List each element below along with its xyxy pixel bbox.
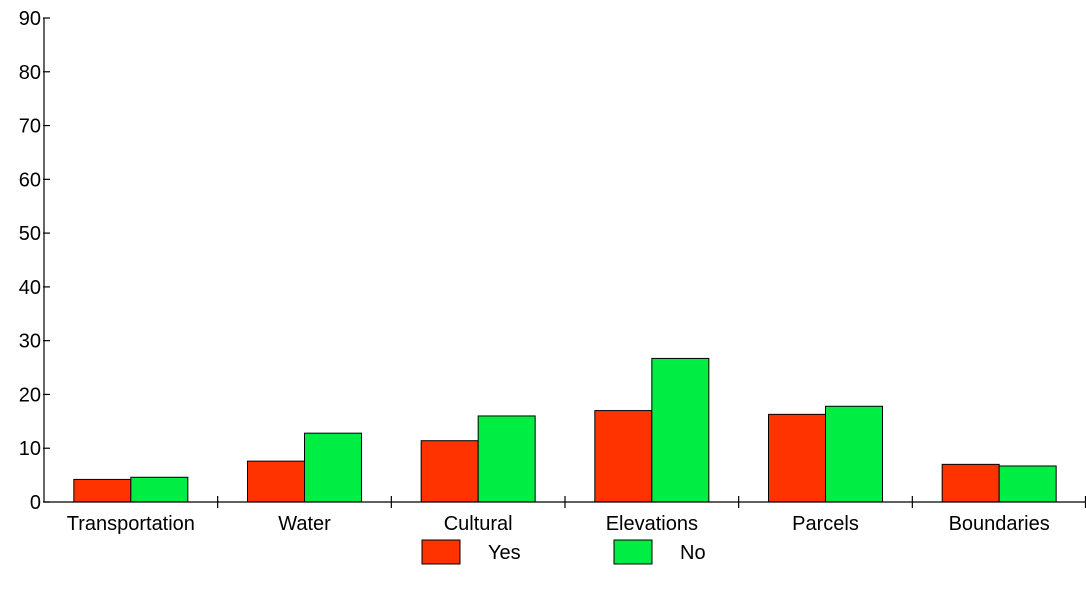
y-tick-label: 70: [19, 116, 41, 138]
legend-label-yes: Yes: [488, 542, 521, 564]
y-tick-label: 90: [19, 8, 41, 30]
legend-swatch-yes: [421, 539, 461, 565]
bars-layer: [73, 357, 1057, 503]
bar-yes-transportation: [73, 478, 132, 503]
y-tick-label: 50: [19, 223, 41, 245]
y-tick-label: 10: [19, 438, 41, 460]
y-tick-label: 60: [19, 169, 41, 191]
x-tick-label: Transportation: [67, 513, 195, 535]
x-tick-label: Cultural: [444, 513, 513, 535]
y-tick-label: 80: [19, 62, 41, 84]
bar-no-parcels: [825, 405, 883, 503]
legend-label-no: No: [680, 542, 706, 564]
y-tick-label: 30: [19, 331, 41, 353]
x-tick-label: Parcels: [792, 513, 859, 535]
x-ticks: Transportation Water Cultural Elevations Par…: [67, 496, 1086, 535]
x-tick-label: Water: [278, 513, 331, 535]
axes-layer: [43, 18, 1086, 503]
legend: Yes No: [421, 539, 706, 565]
y-tick-label: 40: [19, 277, 41, 299]
y-tick-label: 20: [19, 384, 41, 406]
bar-no-water: [304, 432, 362, 503]
bar-no-cultural: [477, 415, 536, 503]
y-tick-label: 0: [30, 492, 41, 514]
x-tick-label: Elevations: [606, 513, 698, 535]
bar-yes-elevations: [594, 410, 653, 503]
bar-yes-cultural: [420, 440, 479, 503]
bar-no-transportation: [130, 476, 189, 503]
bar-yes-water: [247, 460, 305, 503]
bar-no-boundaries: [998, 465, 1057, 503]
x-tick-label: Boundaries: [949, 513, 1050, 535]
legend-swatch-no: [613, 539, 653, 565]
bar-yes-boundaries: [941, 463, 1000, 503]
bar-no-elevations: [651, 357, 710, 503]
bar-yes-parcels: [768, 413, 826, 503]
y-ticks: 0 10 20 30 40 50 60 70 80 90: [19, 8, 50, 514]
